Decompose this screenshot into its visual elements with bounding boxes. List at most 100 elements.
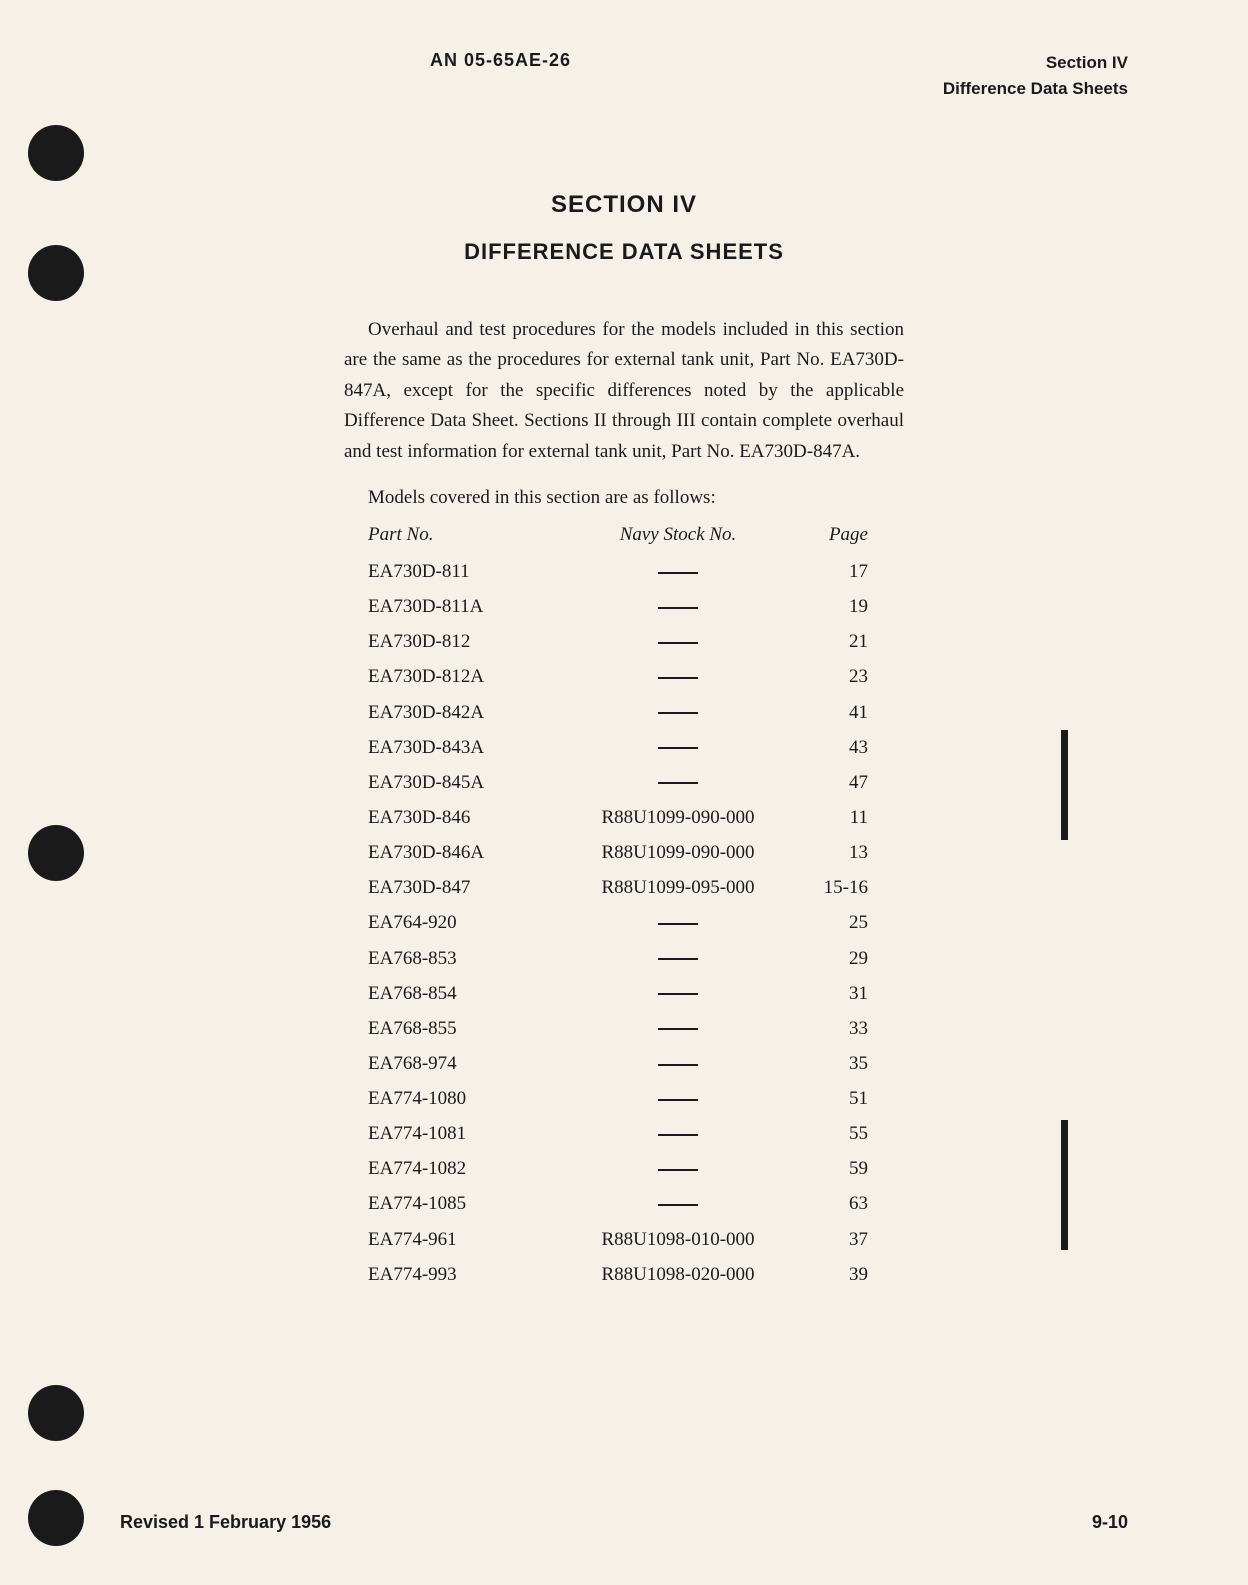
models-intro: Models covered in this section are as fo… (344, 487, 904, 509)
cell-page: 63 (788, 1186, 878, 1221)
table-row: EA774-961R88U1098-010-00037 (344, 1222, 904, 1257)
cell-page: 19 (788, 589, 878, 624)
column-header-page: Page (788, 524, 878, 546)
cell-navy-stock (568, 624, 788, 659)
cell-page: 39 (788, 1257, 878, 1292)
cell-navy-stock: R88U1099-090-000 (568, 835, 788, 870)
cell-navy-stock (568, 1151, 788, 1186)
cell-part-number: EA774-1081 (368, 1116, 568, 1151)
cell-page: 25 (788, 905, 878, 940)
cell-part-number: EA764-920 (368, 905, 568, 940)
em-dash-icon (658, 712, 698, 714)
cell-page: 51 (788, 1081, 878, 1116)
cell-page: 47 (788, 765, 878, 800)
cell-navy-stock (568, 1011, 788, 1046)
table-row: EA730D-846R88U1099-090-00011 (344, 800, 904, 835)
cell-page: 15-16 (788, 870, 878, 905)
cell-part-number: EA730D-811A (368, 589, 568, 624)
section-label: Section IV (943, 50, 1128, 76)
column-header-part: Part No. (368, 524, 568, 546)
cell-page: 41 (788, 695, 878, 730)
intro-paragraph: Overhaul and test procedures for the mod… (344, 315, 904, 467)
cell-page: 23 (788, 659, 878, 694)
cell-part-number: EA730D-842A (368, 695, 568, 730)
cell-page: 17 (788, 554, 878, 589)
cell-part-number: EA774-1080 (368, 1081, 568, 1116)
table-row: EA774-993R88U1098-020-00039 (344, 1257, 904, 1292)
page-header: AN 05-65AE-26 Section IV Difference Data… (120, 50, 1128, 101)
em-dash-icon (658, 747, 698, 749)
cell-navy-stock (568, 554, 788, 589)
cell-page: 21 (788, 624, 878, 659)
cell-part-number: EA768-853 (368, 941, 568, 976)
revision-mark-icon (1061, 730, 1068, 840)
cell-part-number: EA730D-845A (368, 765, 568, 800)
cell-part-number: EA730D-843A (368, 730, 568, 765)
cell-navy-stock (568, 659, 788, 694)
cell-part-number: EA730D-846A (368, 835, 568, 870)
revised-date: Revised 1 February 1956 (120, 1512, 331, 1533)
table-row: EA768-85431 (344, 976, 904, 1011)
table-row: EA730D-811A 19 (344, 589, 904, 624)
em-dash-icon (658, 1028, 698, 1030)
table-row: EA730D-812A23 (344, 659, 904, 694)
cell-page: 43 (788, 730, 878, 765)
cell-page: 59 (788, 1151, 878, 1186)
punch-hole-icon (28, 1385, 84, 1441)
cell-navy-stock (568, 905, 788, 940)
cell-part-number: EA730D-811 (368, 554, 568, 589)
table-row: EA730D-843A 43 (344, 730, 904, 765)
document-page: AN 05-65AE-26 Section IV Difference Data… (0, 0, 1248, 1585)
em-dash-icon (658, 607, 698, 609)
table-body: EA730D-81117EA730D-811A19EA730D-81221EA7… (344, 554, 904, 1292)
punch-hole-icon (28, 125, 84, 181)
table-row: EA730D-842A 41 (344, 695, 904, 730)
cell-page: 29 (788, 941, 878, 976)
cell-navy-stock: R88U1098-020-000 (568, 1257, 788, 1292)
table-row: EA768-855 33 (344, 1011, 904, 1046)
table-row: EA730D-846AR88U1099-090-00013 (344, 835, 904, 870)
em-dash-icon (658, 1204, 698, 1206)
column-header-stock: Navy Stock No. (568, 524, 788, 546)
cell-navy-stock (568, 1116, 788, 1151)
cell-navy-stock (568, 941, 788, 976)
cell-navy-stock: R88U1099-095-000 (568, 870, 788, 905)
em-dash-icon (658, 1064, 698, 1066)
table-row: EA768-974 35 (344, 1046, 904, 1081)
em-dash-icon (658, 923, 698, 925)
cell-navy-stock (568, 1186, 788, 1221)
cell-navy-stock (568, 730, 788, 765)
cell-part-number: EA774-993 (368, 1257, 568, 1292)
table-row: EA764-920 25 (344, 905, 904, 940)
section-name: Difference Data Sheets (943, 76, 1128, 102)
section-title: SECTION IV (120, 191, 1128, 219)
cell-part-number: EA730D-812 (368, 624, 568, 659)
table-header-row: Part No. Navy Stock No. Page (344, 524, 904, 546)
cell-navy-stock (568, 589, 788, 624)
parts-table: Part No. Navy Stock No. Page EA730D-811 1… (344, 524, 904, 1292)
cell-page: 35 (788, 1046, 878, 1081)
cell-part-number: EA774-961 (368, 1222, 568, 1257)
cell-part-number: EA730D-846 (368, 800, 568, 835)
table-row: EA730D-811 17 (344, 554, 904, 589)
cell-navy-stock (568, 1081, 788, 1116)
cell-part-number: EA768-974 (368, 1046, 568, 1081)
page-footer: Revised 1 February 1956 9-10 (120, 1512, 1128, 1533)
cell-part-number: EA768-855 (368, 1011, 568, 1046)
punch-hole-icon (28, 1490, 84, 1546)
cell-page: 11 (788, 800, 878, 835)
cell-page: 33 (788, 1011, 878, 1046)
cell-page: 31 (788, 976, 878, 1011)
em-dash-icon (658, 1134, 698, 1136)
em-dash-icon (658, 782, 698, 784)
header-section-info: Section IV Difference Data Sheets (943, 50, 1128, 101)
cell-page: 13 (788, 835, 878, 870)
em-dash-icon (658, 677, 698, 679)
section-subtitle: DIFFERENCE DATA SHEETS (120, 239, 1128, 265)
table-row: EA774-1081 55 (344, 1116, 904, 1151)
em-dash-icon (658, 572, 698, 574)
table-row: EA774-1080 51 (344, 1081, 904, 1116)
cell-page: 55 (788, 1116, 878, 1151)
cell-part-number: EA774-1082 (368, 1151, 568, 1186)
em-dash-icon (658, 1099, 698, 1101)
